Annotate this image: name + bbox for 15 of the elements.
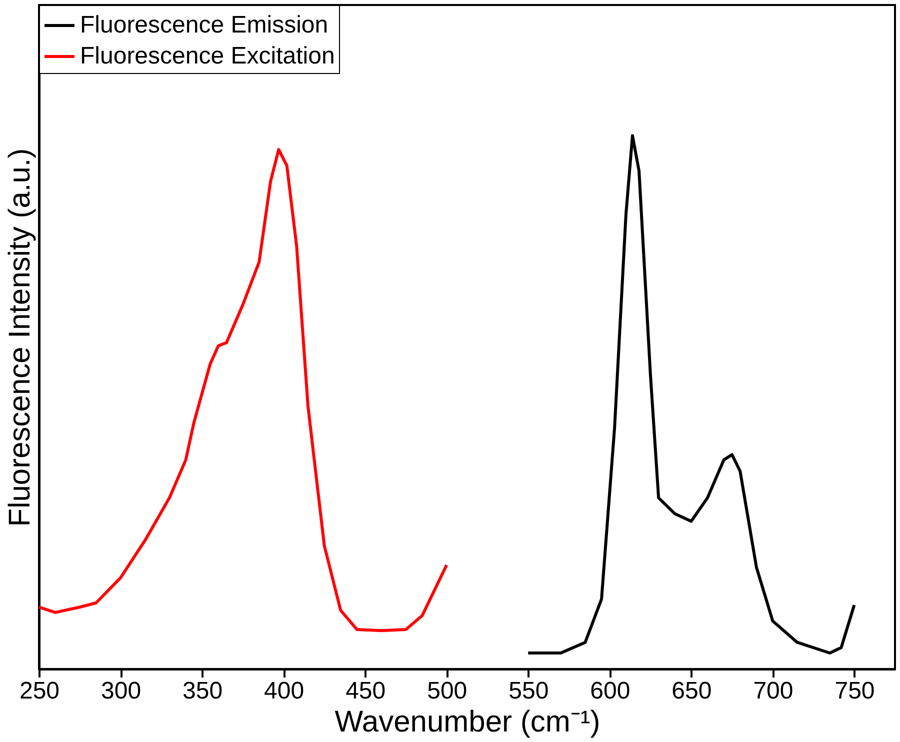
x-tick-label: 650 xyxy=(672,678,712,704)
legend-label: Fluorescence Excitation xyxy=(80,42,335,70)
x-tick-label: 450 xyxy=(346,678,386,704)
legend-label: Fluorescence Emission xyxy=(80,12,328,38)
x-tick-label: 400 xyxy=(264,678,304,704)
x-tick-label: 350 xyxy=(182,678,223,704)
x-tick-label: 700 xyxy=(753,678,794,704)
x-tick-label: 750 xyxy=(834,678,875,704)
x-tick-label: 300 xyxy=(101,678,142,704)
y-axis-title: Fluorescence Intensity (a.u.) xyxy=(4,148,36,527)
x-tick-label: 250 xyxy=(19,678,60,704)
x-tick-label: 500 xyxy=(427,678,468,704)
x-tick-label: 600 xyxy=(590,678,630,704)
x-axis-title: Wavenumber (cm⁻¹) xyxy=(334,706,600,738)
x-tick-label: 550 xyxy=(508,678,549,704)
